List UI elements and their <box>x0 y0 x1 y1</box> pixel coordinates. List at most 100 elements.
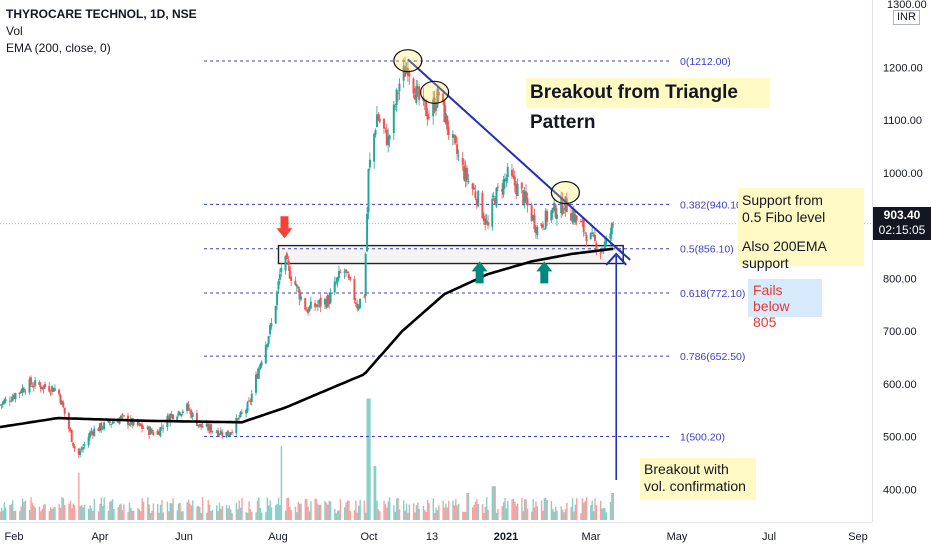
volume-bar <box>121 510 124 520</box>
volume-bar <box>284 510 287 520</box>
volume-bar <box>255 512 257 520</box>
candle-body <box>195 413 198 426</box>
volume-bar <box>561 509 564 520</box>
volume-bar <box>553 511 555 520</box>
candle-body <box>91 431 94 435</box>
volume-bar <box>51 509 53 520</box>
candle-body <box>408 72 411 77</box>
volume-bar <box>61 497 63 520</box>
volume-bar <box>92 510 94 520</box>
candle-body <box>502 179 505 195</box>
volume-bar <box>456 505 458 520</box>
candle-body <box>264 345 267 364</box>
candle-body <box>426 114 429 120</box>
candle-body <box>62 402 65 408</box>
volume-bar <box>415 505 418 520</box>
candle-body <box>141 424 144 429</box>
candle-body <box>72 442 75 446</box>
fails-text-line1: Fails below <box>753 282 790 314</box>
candle-body <box>181 411 184 414</box>
candle-body <box>77 448 80 455</box>
volume-bar <box>505 508 508 520</box>
time-axis-ticks: Feb Apr Jun Aug Oct 13 2021 Mar May Jul Sep <box>5 531 868 543</box>
candle-body <box>207 423 210 431</box>
candle-body <box>276 291 279 306</box>
candle-body <box>215 431 218 433</box>
candle-body <box>245 409 248 414</box>
volume-bar <box>172 498 174 520</box>
volume-bar <box>483 512 485 520</box>
volume-bar <box>117 507 119 520</box>
candle-body <box>97 428 100 431</box>
candle-body <box>418 86 421 101</box>
time-axis[interactable]: Feb Apr Jun Aug Oct 13 2021 Mar May Jul Sep <box>0 522 872 551</box>
candle-body <box>59 394 62 404</box>
candle-body <box>107 419 110 423</box>
volume-bar <box>476 499 478 520</box>
candle-body <box>103 422 106 430</box>
volume-bar <box>436 509 439 520</box>
candle-body <box>188 410 191 411</box>
breakout-marker <box>605 252 627 266</box>
candle-body <box>485 220 488 224</box>
candle-body <box>487 222 490 226</box>
volume-bar <box>245 512 247 520</box>
candle-body <box>4 399 7 402</box>
volume-bar <box>41 508 43 520</box>
price-axis[interactable]: 1200.00 1100.00 1000.00 800.00 700.00 600.00 5… <box>872 0 932 522</box>
candle-body <box>197 424 200 427</box>
pivot-highlight-circle <box>550 180 580 205</box>
volume-bar <box>611 493 613 520</box>
price-chart[interactable]: 0(1212.00) 0.382(940.10) 0.5(856.10) 0.618(… <box>0 0 872 522</box>
volume-bar <box>210 510 212 520</box>
candle-body <box>522 190 525 204</box>
candle-body <box>412 78 415 94</box>
candle-body <box>432 99 435 117</box>
symbol-title[interactable]: THYROCARE TECHNOL, 1D, NSE <box>6 7 197 21</box>
candle-body <box>187 404 190 410</box>
candle-body <box>254 374 257 393</box>
volume-bar <box>19 511 21 520</box>
volume-bar <box>237 509 239 520</box>
candle-body <box>294 280 297 286</box>
volume-bar <box>491 486 494 520</box>
candle-body <box>221 432 224 436</box>
candle-body <box>413 94 416 100</box>
breakout-marker-tick <box>613 245 631 261</box>
price-tick-label: 1200.00 <box>883 62 923 74</box>
volume-bar <box>33 505 35 520</box>
volume-bar <box>407 512 409 520</box>
volume-bar <box>466 493 468 520</box>
candle-body <box>496 186 499 188</box>
volume-bar <box>604 508 606 520</box>
candle-body <box>208 425 211 431</box>
candle-body <box>131 418 134 426</box>
time-tick-label: 2021 <box>494 531 518 543</box>
candle-body <box>337 270 340 278</box>
volume-indicator-label[interactable]: Vol <box>6 24 23 38</box>
fib-retracement: 0(1212.00) 0.382(940.10) 0.5(856.10) 0.618(… <box>204 56 745 443</box>
volume-bar <box>113 508 115 520</box>
candle-body <box>309 301 312 309</box>
candle-body <box>138 423 141 425</box>
volume-bar <box>464 512 467 520</box>
volume-bar <box>511 499 513 520</box>
candle-body <box>579 220 582 223</box>
ema-indicator-label[interactable]: EMA (200, close, 0) <box>6 41 111 55</box>
volume-bar <box>317 504 319 520</box>
candle-body <box>87 437 90 446</box>
candle-body <box>79 450 82 455</box>
volume-bar <box>365 512 367 520</box>
volume-bar <box>147 497 149 520</box>
time-tick-label: Jul <box>762 531 776 543</box>
volume-bar <box>412 503 415 520</box>
volume-bar <box>387 501 389 520</box>
candle-body <box>512 175 515 178</box>
price-tick-label: 1100.00 <box>883 115 922 127</box>
volume-bar <box>248 501 250 520</box>
volume-bar <box>592 511 595 520</box>
volume-bar <box>576 498 578 520</box>
volume-bar <box>0 507 3 520</box>
candle-body <box>38 381 41 386</box>
candle-body <box>0 404 3 406</box>
